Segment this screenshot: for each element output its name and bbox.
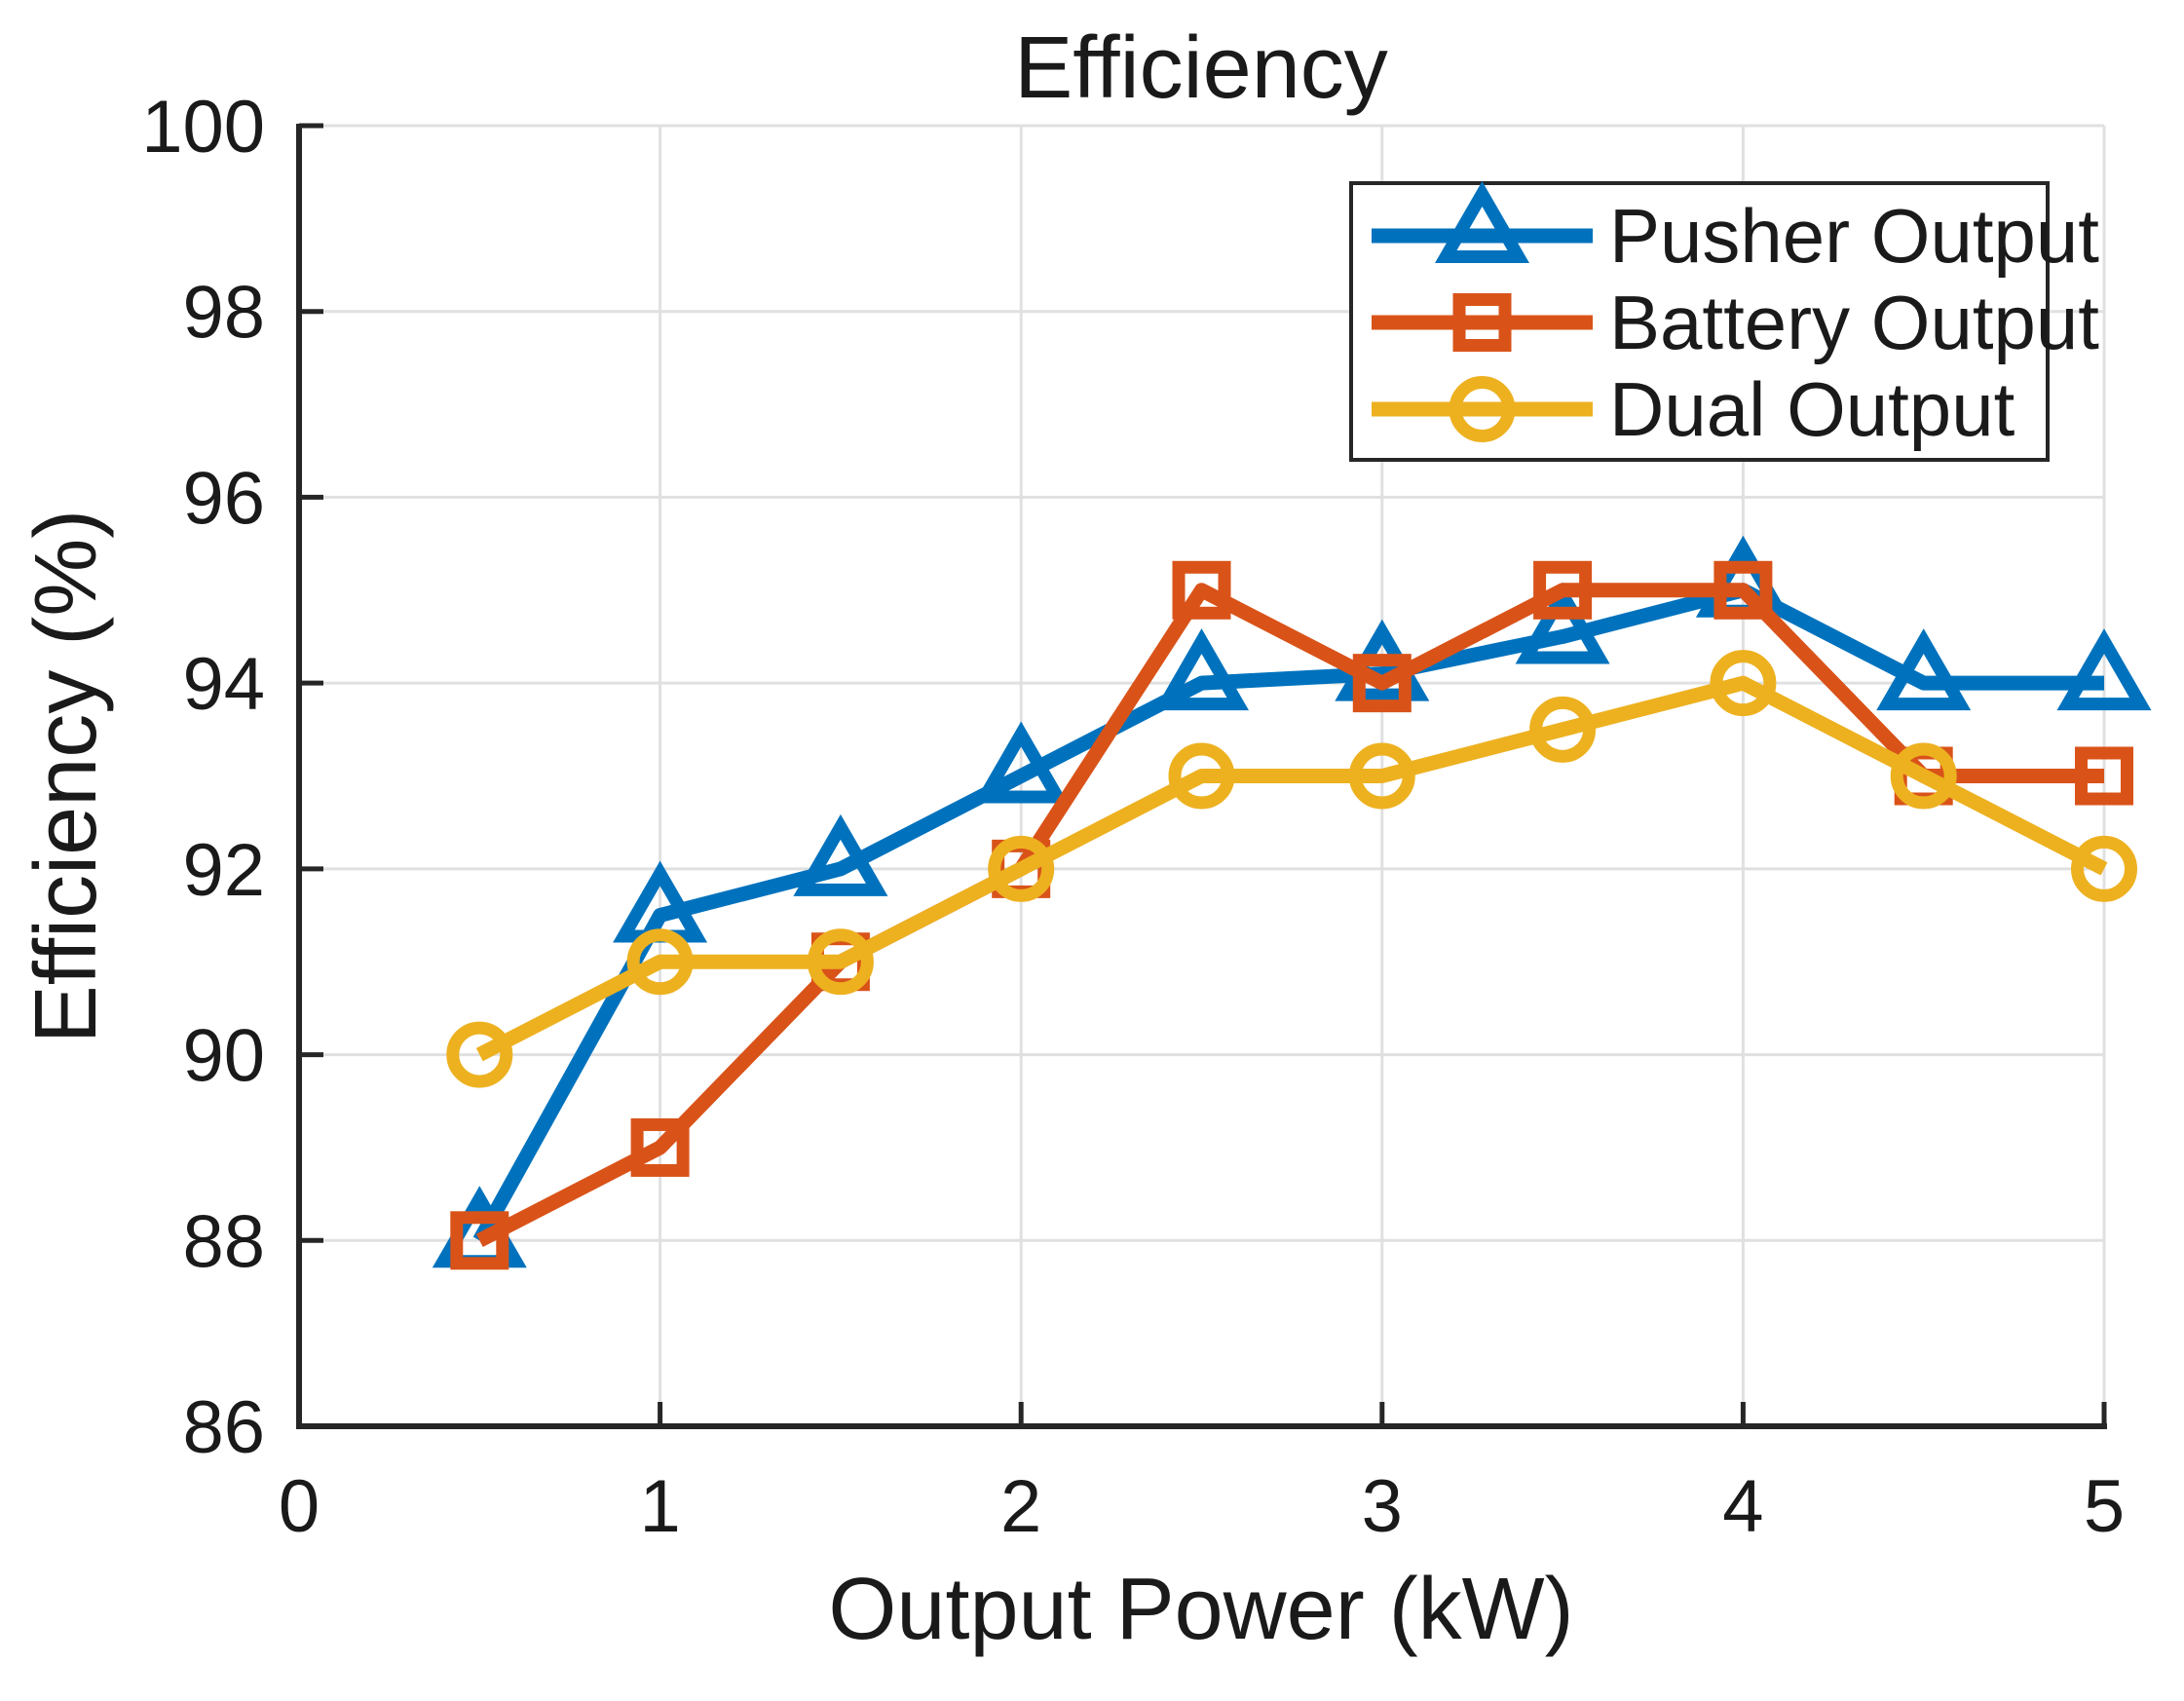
data-marker-battery-output bbox=[450, 1211, 509, 1270]
chart-title: Efficiency bbox=[1014, 19, 1388, 117]
data-marker-pusher-output bbox=[973, 721, 1069, 804]
series-pusher-output bbox=[432, 535, 2152, 1268]
legend-square-marker bbox=[1452, 293, 1512, 352]
legend-item-battery-output: Battery Output bbox=[1372, 280, 2099, 365]
legend-item-dual-output: Dual Output bbox=[1372, 366, 2015, 452]
series-layer bbox=[432, 535, 2152, 1270]
series-line-battery-output bbox=[475, 583, 2104, 1247]
legend-triangle-marker bbox=[1435, 181, 1529, 263]
y-tick-label: 88 bbox=[182, 1200, 265, 1283]
legend-circle-marker bbox=[1449, 376, 1516, 442]
series-line-dual-output bbox=[475, 675, 2108, 1062]
y-tick-label: 96 bbox=[182, 457, 265, 540]
x-tick-label: 5 bbox=[2084, 1465, 2125, 1548]
legend-item-pusher-output: Pusher Output bbox=[1372, 181, 2099, 279]
data-marker-dual-output bbox=[446, 1021, 513, 1088]
x-tick-label: 2 bbox=[1000, 1465, 1041, 1548]
data-marker-dual-output bbox=[2071, 835, 2137, 902]
tick-label-layer: 86 88 90 92 94 96 98 100 0 1 2 3 4 5 bbox=[141, 86, 2125, 1548]
data-marker-pusher-output bbox=[1515, 582, 1610, 664]
y-tick-label: 100 bbox=[141, 86, 265, 169]
y-tick-label: 86 bbox=[182, 1386, 265, 1469]
y-axis-label: Efficiency (%) bbox=[18, 510, 115, 1043]
data-marker-battery-output bbox=[1172, 560, 1231, 620]
axis-layer bbox=[296, 123, 2107, 1429]
x-tick-label: 0 bbox=[279, 1465, 320, 1548]
data-marker-battery-output bbox=[1533, 560, 1593, 620]
data-marker-pusher-output bbox=[1154, 628, 1249, 711]
data-marker-dual-output bbox=[1348, 742, 1415, 810]
data-marker-dual-output bbox=[807, 928, 874, 996]
legend-label: Pusher Output bbox=[1609, 193, 2099, 279]
data-marker-pusher-output bbox=[793, 813, 888, 896]
data-marker-battery-output bbox=[2075, 746, 2133, 806]
legend-label: Battery Output bbox=[1609, 280, 2099, 365]
legend-label: Dual Output bbox=[1609, 366, 2015, 452]
x-axis-label: Output Power (kW) bbox=[828, 1561, 1573, 1658]
y-tick-label: 90 bbox=[182, 1015, 265, 1098]
data-marker-dual-output bbox=[1710, 650, 1777, 717]
series-line-pusher-output bbox=[472, 583, 2104, 1244]
y-tick-label: 92 bbox=[182, 829, 265, 912]
x-tick-label: 1 bbox=[639, 1465, 680, 1548]
x-tick-label: 3 bbox=[1362, 1465, 1403, 1548]
data-marker-battery-output bbox=[630, 1117, 690, 1177]
data-marker-battery-output bbox=[1352, 654, 1412, 713]
data-marker-dual-output bbox=[1168, 742, 1235, 810]
data-marker-pusher-output bbox=[1876, 628, 1972, 711]
data-marker-dual-output bbox=[988, 835, 1055, 902]
data-marker-dual-output bbox=[1529, 696, 1597, 763]
y-tick-label: 94 bbox=[182, 643, 265, 726]
x-tick-label: 4 bbox=[1722, 1465, 1763, 1548]
data-marker-dual-output bbox=[626, 928, 694, 996]
data-marker-battery-output bbox=[1713, 560, 1773, 620]
data-marker-dual-output bbox=[1890, 742, 1957, 810]
y-tick-label: 98 bbox=[182, 272, 265, 355]
series-dual-output bbox=[446, 650, 2137, 1088]
data-marker-pusher-output bbox=[2056, 628, 2152, 711]
